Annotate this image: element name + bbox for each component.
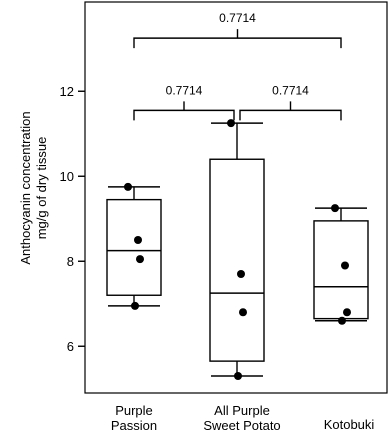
comparison-bracket: 0.7714 bbox=[239, 83, 342, 121]
data-point bbox=[124, 182, 132, 191]
y-tick-label: 6 bbox=[67, 339, 74, 354]
y-axis-title-line-2: mg/g of dry tissue bbox=[34, 137, 49, 240]
y-axis-title: Anthocyanin concentration mg/g of dry ti… bbox=[18, 111, 49, 264]
comparison-bracket: 0.7714 bbox=[133, 83, 235, 121]
y-tick-label: 12 bbox=[60, 84, 74, 99]
comparison-bracket: 0.7714 bbox=[133, 11, 342, 49]
box-group bbox=[106, 182, 162, 310]
data-point bbox=[338, 316, 346, 325]
data-point bbox=[227, 119, 235, 128]
box-group bbox=[313, 204, 369, 325]
comparison-brackets: 0.7714 0.7714 0.7714 bbox=[133, 11, 342, 121]
data-point bbox=[239, 308, 247, 317]
box-iqr bbox=[106, 198, 162, 296]
comparison-p-value: 0.7714 bbox=[272, 83, 309, 97]
data-point bbox=[237, 270, 245, 278]
box-iqr bbox=[209, 158, 265, 362]
plot-frame bbox=[84, 1, 388, 394]
box-group bbox=[209, 119, 265, 380]
data-point bbox=[131, 301, 139, 310]
x-label-all-purple-sweet-potato-line-2: Sweet Potato bbox=[203, 418, 280, 433]
x-axis-labels: Purple Passion All Purple Sweet Potato K… bbox=[111, 403, 375, 433]
data-point bbox=[136, 255, 144, 264]
data-point bbox=[134, 236, 142, 244]
y-tick-label: 8 bbox=[67, 254, 74, 269]
data-point bbox=[234, 372, 242, 380]
bracket-line bbox=[133, 101, 235, 121]
boxes bbox=[106, 119, 369, 380]
bracket-line bbox=[239, 101, 342, 121]
comparison-p-value: 0.7714 bbox=[166, 83, 203, 97]
y-axis: 6 8 10 12 bbox=[60, 84, 85, 354]
bracket-line bbox=[133, 29, 342, 49]
x-label-kotobuki: Kotobuki bbox=[324, 417, 375, 432]
x-label-all-purple-sweet-potato-line-1: All Purple bbox=[214, 403, 270, 418]
data-point bbox=[343, 308, 351, 317]
box-iqr bbox=[313, 220, 369, 320]
y-tick-label: 10 bbox=[60, 169, 74, 184]
data-point bbox=[331, 204, 339, 213]
y-axis-title-line-1: Anthocyanin concentration bbox=[18, 111, 33, 264]
comparison-p-value: 0.7714 bbox=[219, 11, 256, 25]
x-label-purple-passion-line-1: Purple bbox=[115, 403, 153, 418]
data-point bbox=[341, 261, 349, 270]
x-label-purple-passion-line-2: Passion bbox=[111, 418, 157, 433]
